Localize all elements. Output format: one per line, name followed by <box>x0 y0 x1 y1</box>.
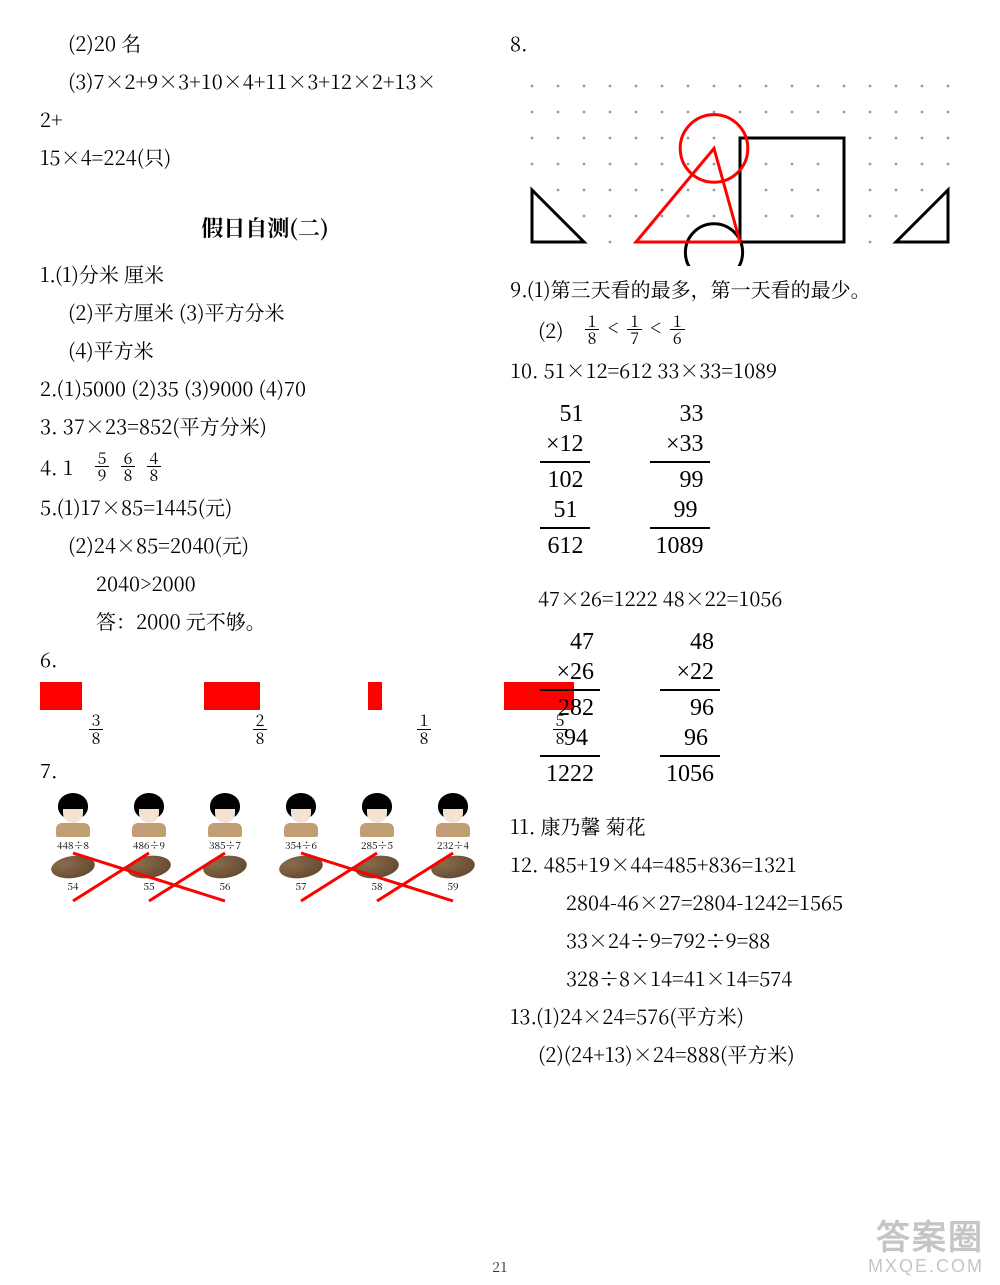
q1-c: (4)平方米 <box>40 335 490 365</box>
q7-ball: 56 <box>192 856 258 893</box>
vertical-multiplication: 47×2628294 1222 <box>540 627 600 789</box>
right-column: 8. 9.(1)第三天看的最多，第一天看的最少。 (2) 18 < 17 < 1… <box>500 20 970 1245</box>
q11: 11. 康乃馨 菊花 <box>510 811 960 841</box>
q7-person: 285÷5 <box>344 793 410 852</box>
q9b-prefix: (2) <box>538 315 564 345</box>
q2: 2.(1)5000 (2)35 (3)9000 (4)70 <box>40 373 490 403</box>
prev-l2: (3)7×2+9×3+10×4+11×3+12×2+13× <box>40 66 490 96</box>
q3: 3. 37×23=852(平方分米) <box>40 411 490 441</box>
q9-a: 9.(1)第三天看的最多，第一天看的最少。 <box>510 274 960 304</box>
fraction: 18 <box>585 313 600 348</box>
left-column: (2)20 名 (3)7×2+9×3+10×4+11×3+12×2+13× 2+… <box>30 20 500 1245</box>
q12-c: 328÷8×14=41×14=574 <box>510 963 960 993</box>
q5-d: 答：2000 元不够。 <box>40 606 490 636</box>
q6-bars: 38281858 <box>40 682 490 747</box>
q7-block: 448÷8486÷9385÷7354÷6285÷5232÷4 54 55 56 57 58… <box>40 793 490 893</box>
q12-b: 33×24÷9=792÷9=88 <box>510 925 960 955</box>
fraction: 18 <box>417 712 432 747</box>
vertical-multiplication: 33×339999 1089 <box>650 399 710 561</box>
q4: 4. 1 59 68 48 <box>40 449 490 484</box>
q1-b: (2)平方厘米 (3)平方分米 <box>40 297 490 327</box>
q6-cell: 28 <box>176 682 344 747</box>
q7-ball: 55 <box>116 856 182 893</box>
q5-b: (2)24×85=2040(元) <box>40 530 490 560</box>
vertical-multiplication: 48×229696 1056 <box>660 627 720 789</box>
fraction: 16 <box>670 313 685 348</box>
q7-ball: 58 <box>344 856 410 893</box>
q10-row-2: 47×2628294 1222 48×229696 1056 <box>510 621 960 803</box>
q7-person: 448÷8 <box>40 793 106 852</box>
q7-ball: 57 <box>268 856 334 893</box>
q7-person: 486÷9 <box>116 793 182 852</box>
q9-b: (2) 18 < 17 < 16 <box>510 312 960 347</box>
q8-label: 8. <box>510 28 960 58</box>
prev-l1: (2)20 名 <box>40 28 490 58</box>
q4-label: 4. 1 <box>40 452 74 482</box>
q5-a: 5.(1)17×85=1445(元) <box>40 492 490 522</box>
q13-b: (2)(24+13)×24=888(平方米) <box>510 1039 960 1069</box>
prev-l3: 2+ <box>40 104 490 134</box>
section-title: 假日自测(二) <box>40 212 490 243</box>
q6-cell: 38 <box>40 682 152 747</box>
q12-a: 2804-46×27=2804-1242=1565 <box>510 887 960 917</box>
q10-label2: 47×26=1222 48×22=1056 <box>510 583 960 613</box>
q7-person: 385÷7 <box>192 793 258 852</box>
q7-person: 354÷6 <box>268 793 334 852</box>
q8-figure <box>510 66 970 266</box>
fraction: 59 <box>95 450 110 485</box>
q7-person: 232÷4 <box>420 793 486 852</box>
page-root: (2)20 名 (3)7×2+9×3+10×4+11×3+12×2+13× 2+… <box>0 0 1000 1285</box>
q7-label: 7. <box>40 755 490 785</box>
fraction: 48 <box>147 450 162 485</box>
q7-ball: 59 <box>420 856 486 893</box>
q7-ball: 54 <box>40 856 106 893</box>
q1-a: 1.(1)分米 厘米 <box>40 259 490 289</box>
vertical-multiplication: 51×1210251 612 <box>540 399 590 561</box>
fraction: 17 <box>627 313 642 348</box>
q5-c: 2040>2000 <box>40 568 490 598</box>
q10-label: 10. 51×12=612 33×33=1089 <box>510 355 960 385</box>
q12-h: 12. 485+19×44=485+836=1321 <box>510 849 960 879</box>
q6-label: 6. <box>40 644 490 674</box>
fraction: 38 <box>89 712 104 747</box>
fraction: 28 <box>253 712 268 747</box>
q13-a: 13.(1)24×24=576(平方米) <box>510 1001 960 1031</box>
prev-l4: 15×4=224(只) <box>40 142 490 172</box>
fraction: 68 <box>121 450 136 485</box>
q10-row-1: 51×1210251 612 33×339999 1089 <box>510 393 960 575</box>
q6-cell: 18 <box>368 682 480 747</box>
page-number: 21 <box>0 1257 1000 1277</box>
